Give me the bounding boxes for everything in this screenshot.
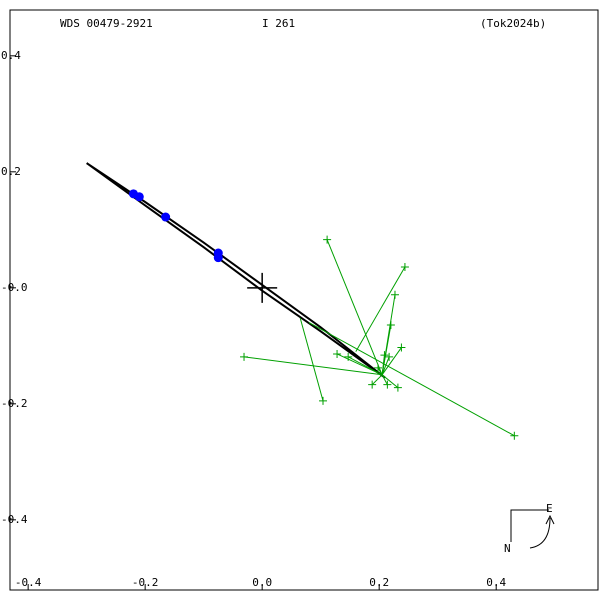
compass-axes <box>510 509 549 542</box>
compass-arrow <box>529 517 551 549</box>
observation <box>390 290 399 299</box>
y-tick-label: -0.4 <box>1 513 28 526</box>
frame <box>9 9 599 591</box>
y-tick-label: 0.4 <box>1 49 21 62</box>
residual <box>381 356 390 376</box>
residual <box>326 239 383 376</box>
compass-north: N <box>504 542 511 555</box>
reference: (Tok2024b) <box>480 17 546 30</box>
observation <box>385 352 394 361</box>
residual <box>347 356 383 376</box>
compass-arrowhead <box>545 514 555 525</box>
position <box>161 212 171 222</box>
residual <box>371 374 383 386</box>
observation <box>323 235 332 244</box>
x-tick-label: -0.2 <box>132 576 159 589</box>
chart-title: WDS 00479-2921 <box>60 17 153 30</box>
observation <box>510 431 519 440</box>
residual <box>308 322 515 437</box>
y-tick-label: -0.0 <box>1 281 28 294</box>
observation <box>344 352 353 361</box>
x-tick-label: 0.4 <box>486 576 506 589</box>
observation <box>380 351 389 360</box>
observation <box>333 349 342 358</box>
observation <box>383 380 392 389</box>
subtitle: I 261 <box>262 17 295 30</box>
observation <box>397 343 406 352</box>
position <box>213 253 223 263</box>
x-tick-label: 0.0 <box>252 576 272 589</box>
residual <box>381 347 402 376</box>
residual <box>299 317 324 402</box>
observation <box>400 262 409 271</box>
residual <box>381 374 388 385</box>
observation <box>374 363 383 372</box>
observation <box>393 383 402 392</box>
residual <box>381 374 399 388</box>
compass: E N <box>504 502 555 555</box>
observation <box>368 380 377 389</box>
residual <box>355 266 406 352</box>
primary-star <box>247 272 278 303</box>
position <box>134 192 144 202</box>
observation <box>240 352 249 361</box>
observation <box>386 320 395 329</box>
residual <box>377 367 383 376</box>
x-tick-label: 0.2 <box>369 576 389 589</box>
compass-east: E <box>546 502 553 515</box>
x-tick-label: -0.4 <box>15 576 42 589</box>
observation <box>319 396 328 405</box>
y-tick-label: 0.2 <box>1 165 21 178</box>
y-tick-label: -0.2 <box>1 397 28 410</box>
